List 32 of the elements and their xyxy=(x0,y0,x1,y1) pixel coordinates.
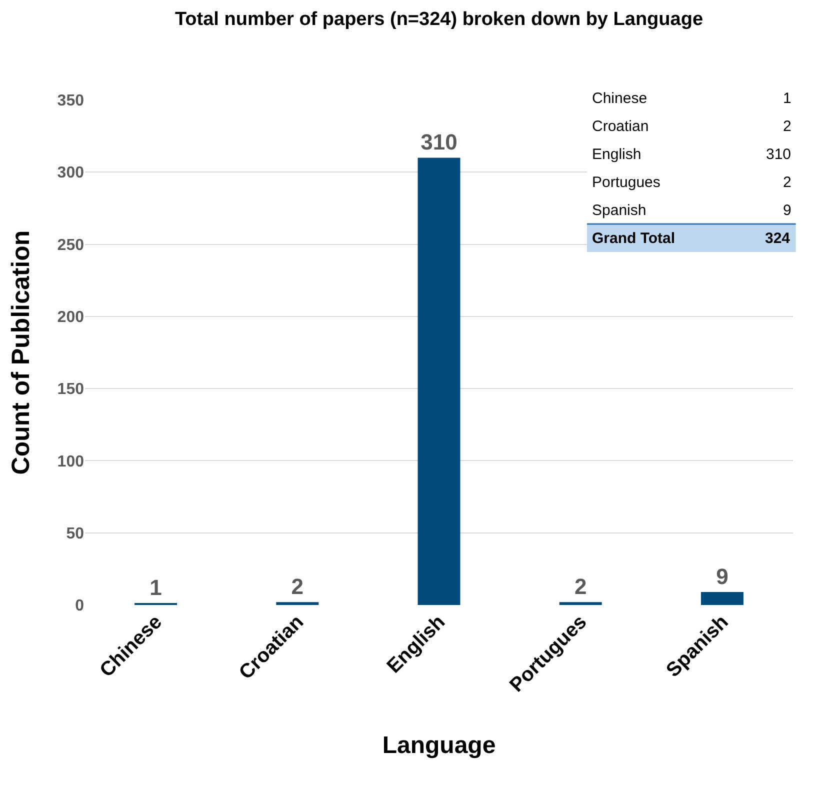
annotation: 2 xyxy=(783,174,792,191)
annotation: 9 xyxy=(783,202,792,219)
y-tick-label: 250 xyxy=(57,236,84,254)
annotation: 1 xyxy=(783,90,792,107)
annotation: Portugues xyxy=(592,174,660,191)
bar xyxy=(418,158,460,605)
data-label: 1 xyxy=(150,575,162,600)
annotation: 324 xyxy=(765,230,791,247)
annotation: 2 xyxy=(783,118,792,135)
annotation: Chinese xyxy=(592,90,648,107)
data-label: 2 xyxy=(574,574,587,600)
annotation: English xyxy=(592,146,642,163)
bar xyxy=(276,602,319,605)
y-axis-title: Count of Publication xyxy=(7,230,36,475)
data-label: 2 xyxy=(291,574,304,600)
y-tick-label: 150 xyxy=(57,381,84,398)
x-axis-title: Language xyxy=(382,732,496,759)
y-tick-label: 300 xyxy=(57,164,84,182)
annotation: Spanish xyxy=(592,202,646,219)
annotation: Croatian xyxy=(592,118,649,135)
y-tick-label: 200 xyxy=(57,309,84,326)
y-tick-label: 0 xyxy=(75,598,84,615)
y-tick-label: 50 xyxy=(66,525,84,542)
chart-title: Total number of papers (n=324) broken down by Language xyxy=(174,9,704,30)
annotation: Grand Total xyxy=(592,230,676,247)
data-label: 310 xyxy=(420,130,458,155)
data-label: 9 xyxy=(716,564,728,590)
y-tick-label: 100 xyxy=(57,453,84,470)
bar xyxy=(700,592,744,605)
bar xyxy=(559,602,602,605)
annotation: 310 xyxy=(766,146,792,163)
y-tick-label: 350 xyxy=(57,92,84,110)
